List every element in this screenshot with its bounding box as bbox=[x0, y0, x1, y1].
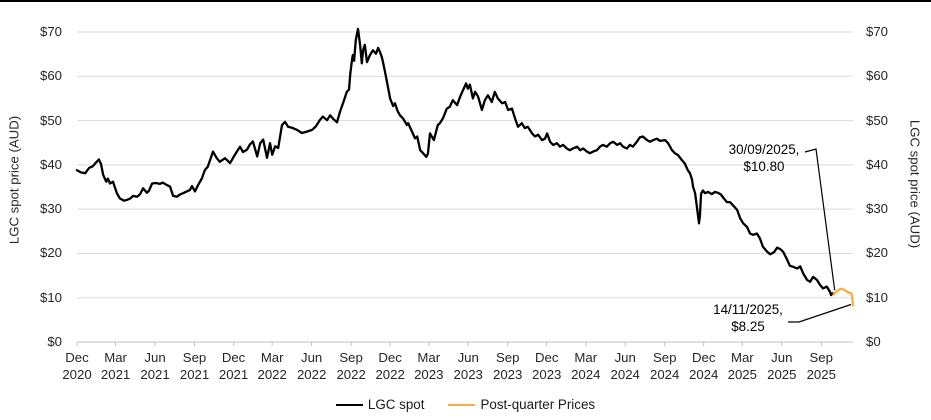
leader-line-latest bbox=[788, 303, 852, 323]
annotation-quarter-end: 30/09/2025, $10.80 bbox=[706, 141, 822, 175]
y-axis-label-right: $60 bbox=[866, 68, 889, 84]
y-axis-label-right: $50 bbox=[866, 112, 889, 128]
y-axis-label-right: $20 bbox=[866, 245, 889, 261]
x-axis-label: Jun 2021 bbox=[140, 350, 170, 382]
lgc-spot-line-swatch bbox=[335, 403, 363, 406]
x-axis-label: Sep 2022 bbox=[336, 350, 366, 382]
post-quarter-line-swatch bbox=[448, 403, 476, 406]
x-axis-label: Dec 2022 bbox=[375, 350, 405, 382]
y-axis-label-right: $40 bbox=[866, 156, 889, 172]
left-axis-title: LGC spot price (AUD) bbox=[6, 115, 22, 245]
y-axis-label-left: $60 bbox=[39, 68, 62, 84]
y-axis-label-left: $40 bbox=[39, 156, 62, 172]
y-axis-label-right: $30 bbox=[866, 201, 889, 217]
annotation-latest-date: 14/11/2025, bbox=[713, 302, 783, 317]
series-line-post-quarter bbox=[832, 287, 855, 307]
x-axis-label: Mar 2023 bbox=[414, 350, 444, 382]
x-axis-label: Mar 2021 bbox=[100, 350, 131, 382]
x-axis-label: Jun 2022 bbox=[296, 350, 327, 382]
top-border-rule bbox=[0, 0, 931, 2]
legend: LGC spot Post-quarter Prices bbox=[0, 397, 931, 412]
annotation-quarter-end-date: 30/09/2025, bbox=[728, 142, 800, 157]
y-axis-label-left: $20 bbox=[39, 245, 62, 261]
y-axis-label-right: $70 bbox=[866, 23, 889, 39]
x-axis-label: Dec 2024 bbox=[689, 350, 719, 382]
y-axis-label-right: $0 bbox=[866, 333, 881, 349]
legend-item-lgc-spot: LGC spot bbox=[335, 397, 425, 412]
x-axis-label: Sep 2023 bbox=[493, 350, 523, 382]
x-axis-label: Sep 2025 bbox=[806, 350, 836, 382]
y-axis-label-left: $0 bbox=[47, 333, 62, 349]
y-axis-label-left: $70 bbox=[39, 23, 62, 39]
legend-label-lgc-spot: LGC spot bbox=[367, 397, 425, 412]
y-axis-label-left: $30 bbox=[39, 201, 62, 217]
y-axis-label-right: $10 bbox=[866, 289, 889, 305]
legend-label-post-quarter: Post-quarter Prices bbox=[480, 397, 596, 412]
annotation-latest-price: $8.25 bbox=[731, 319, 765, 334]
x-axis-label: Dec 2021 bbox=[218, 350, 249, 382]
leader-line-quarter-end bbox=[804, 148, 836, 291]
x-axis-label: Sep 2024 bbox=[650, 350, 680, 382]
right-axis-title: LGC spot price (AUD) bbox=[907, 119, 923, 249]
x-axis-label: Dec 2023 bbox=[532, 350, 562, 382]
series-line-lgc-spot bbox=[75, 27, 835, 297]
x-axis-label: Dec 2020 bbox=[62, 350, 92, 382]
x-axis-label: Jun 2024 bbox=[610, 350, 640, 382]
x-axis-label: Jun 2025 bbox=[767, 350, 797, 382]
x-axis-label: Mar 2022 bbox=[257, 350, 287, 382]
annotation-latest: 14/11/2025, $8.25 bbox=[690, 301, 806, 335]
y-axis-label-left: $50 bbox=[39, 112, 62, 128]
x-axis-label: Mar 2025 bbox=[727, 350, 757, 382]
annotation-quarter-end-price: $10.80 bbox=[743, 159, 785, 174]
x-axis-label: Mar 2024 bbox=[571, 350, 601, 382]
x-axis-label: Jun 2023 bbox=[453, 350, 483, 382]
y-axis-label-left: $10 bbox=[39, 289, 62, 305]
legend-item-post-quarter: Post-quarter Prices bbox=[448, 397, 595, 412]
x-axis-label: Sep 2021 bbox=[179, 350, 210, 382]
